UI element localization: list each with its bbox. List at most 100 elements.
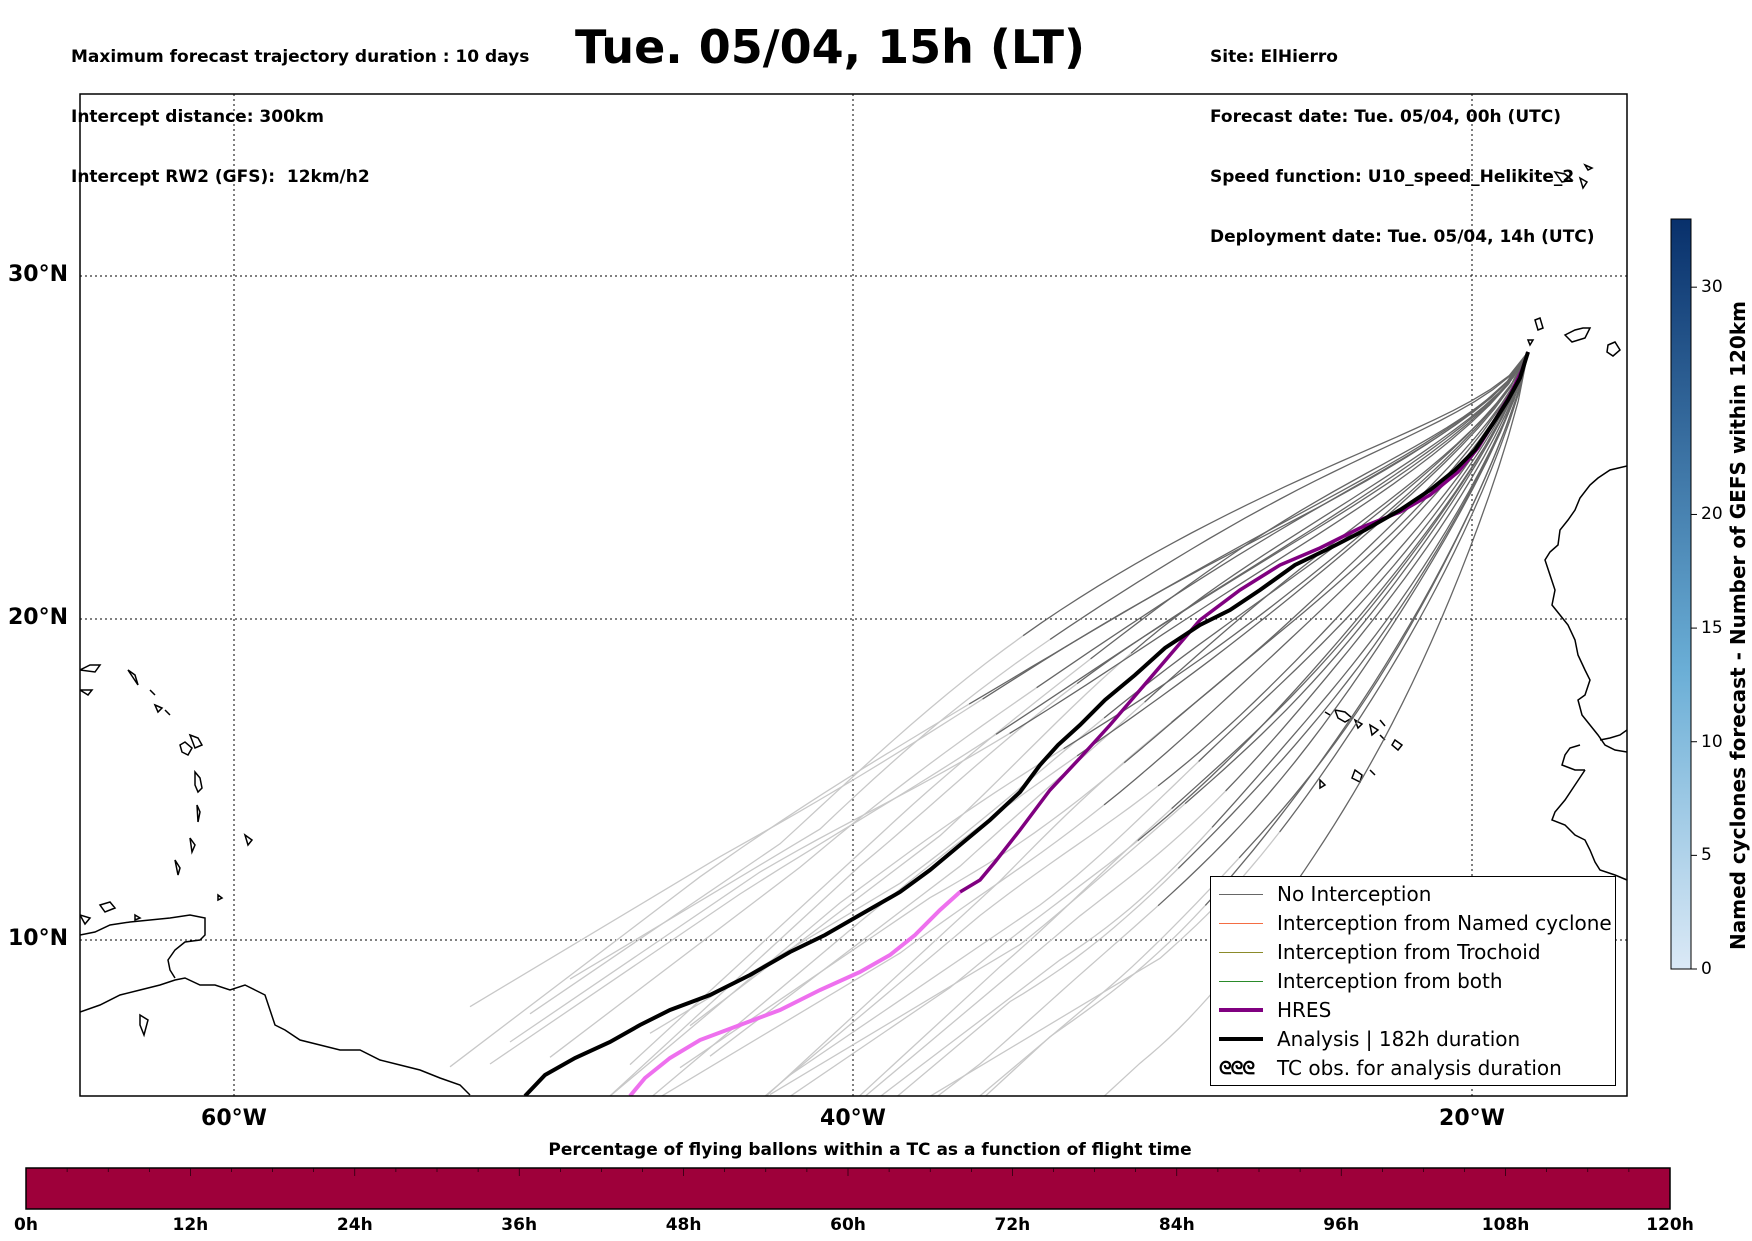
legend-swatch-hres [1219,1008,1263,1012]
colorbar-tick-label: 30 [1701,277,1723,298]
ensemble-trajectory-tail [789,840,1139,1096]
timeline-tick-label: 12h [172,1215,209,1235]
lat-label-20n: 20°N [8,605,69,630]
hres-trajectory-early [628,890,962,1096]
coast-caribbean-islands [98,733,254,922]
legend-swatch-analysis [1219,1037,1263,1041]
ensemble-trajectory [1009,351,1529,734]
coast-venezuela-north [80,914,206,979]
info-forecast-date: Forecast date: Tue. 05/04, 00h (UTC) [1210,107,1561,127]
timeline-title: Percentage of flying ballons within a TC… [548,1140,1192,1160]
map-frame [79,93,1628,1097]
ensemble-trajectory [1184,351,1529,805]
ensemble-trajectory-tail [469,698,983,1008]
ensemble-trajectory [1198,351,1529,762]
legend-label: Interception from both [1277,969,1503,993]
legend-item-analysis: Analysis | 182h duration [1219,1025,1520,1053]
ensemble-trajectory-tail [764,785,1159,1096]
info-intercept-distance: Intercept distance: 300km [71,107,324,127]
ensemble-trajectory [1171,351,1529,723]
ensemble-trajectory-tail [936,905,1159,1096]
ensemble-trajectory [1171,351,1529,810]
info-speed-function: Speed function: U10_speed_Helikite_2 [1210,167,1575,187]
ensemble-trajectory-tail [529,635,1024,1015]
legend-label: Analysis | 182h duration [1277,1027,1521,1051]
ensemble-trajectory [1103,351,1529,806]
ensemble-trajectory-tail [489,733,997,1065]
legend-item-both: Interception from both [1219,967,1503,995]
trajectories-no-interception [968,351,1529,926]
coast-lesser-antilles-top [80,664,171,1038]
ensemble-trajectory [1090,351,1529,660]
legend-item-trochoid: Interception from Trochoid [1219,938,1541,966]
ensemble-trajectory [1225,351,1529,792]
legend-swatch-both [1219,980,1263,982]
ensemble-trajectory [968,351,1529,705]
legend-swatch-named-cyclone [1219,922,1263,924]
legend-swatch-no-interception [1219,893,1263,895]
analysis-trajectory [523,351,1530,1096]
colorbar-tick-label: 10 [1701,731,1723,752]
ensemble-trajectory-tail [984,904,1206,1096]
coast-south-america [80,977,471,1096]
legend-label: TC obs. for analysis duration [1277,1056,1562,1080]
ensemble-trajectory [995,351,1529,735]
info-left: Maximum forecast trajectory duration : 1… [71,7,529,207]
legend-item-no-interception: No Interception [1219,880,1431,908]
coast-africa [1544,465,1627,753]
ensemble-trajectory-tail [609,748,1064,1096]
legend-label: Interception from Trochoid [1277,940,1541,964]
legend: No Interception Interception from Named … [1210,876,1616,1086]
colorbar-title: Named cyclones forecast - Number of GEFS… [1726,301,1750,950]
timeline-tick-label: 108h [1481,1215,1530,1235]
ensemble-trajectory [1157,351,1529,787]
legend-label: No Interception [1277,882,1432,906]
ensemble-trajectory [1238,351,1529,859]
legend-item-hres: HRES [1219,996,1331,1024]
timeline-tick-label: 120h [1646,1215,1694,1235]
colorbar-tick-label: 15 [1701,618,1723,639]
colorbar-tick-label: 20 [1701,504,1723,525]
info-right: Site: ElHierro Forecast date: Tue. 05/04… [1210,7,1595,267]
tc-symbol-icon: ᘓᘓᘓ [1219,1057,1255,1079]
legend-label: Interception from Named cyclone [1277,911,1612,935]
info-site: Site: ElHierro [1210,47,1338,67]
legend-swatch-trochoid [1219,951,1263,953]
lat-label-30n: 30°N [8,262,69,287]
timeline-tick-label: 36h [501,1215,538,1235]
coast-africa-bottom [1561,729,1627,771]
colorbar-tick-label: 5 [1701,845,1712,866]
legend-item-named-cyclone: Interception from Named cyclone [1219,909,1612,937]
coast-cape-verde [1319,708,1404,790]
timeline-tick-label: 60h [830,1215,866,1235]
timeline-tick-label: 96h [1323,1215,1360,1235]
info-deployment-date: Deployment date: Tue. 05/04, 14h (UTC) [1210,227,1595,247]
ensemble-trajectory [1177,351,1529,869]
ensemble-trajectory [1049,351,1529,640]
ensemble-trajectory [1211,351,1529,828]
ensemble-trajectory-tail [689,652,1132,1027]
ensemble-trajectory [1063,351,1529,750]
ensemble-trajectory-tail [569,638,1051,980]
ensemble-trajectory-tail [660,804,1105,1096]
info-max-duration: Maximum forecast trajectory duration : 1… [71,47,530,67]
ensemble-trajectory-tail [629,658,1091,1066]
ensemble-trajectory-tail [449,703,970,1068]
timeline-ticks [25,1168,1671,1176]
ensemble-trajectory-tail [864,790,1227,1096]
ensemble-trajectory-tail [789,761,1200,1076]
ensemble-trajectory [1076,351,1529,685]
coastlines [80,163,1627,1096]
ensemble-trajectory-tail [679,762,1125,1069]
ensemble-trajectory-tail [765,721,1173,1096]
legend-label: HRES [1277,998,1332,1022]
colorbar-ticks [1691,286,1697,970]
colorbar-tick-label: 0 [1701,959,1712,979]
ensemble-trajectory [1130,351,1529,654]
ensemble-trajectory-tail [896,867,1179,1096]
timeline-tick-label: 84h [1158,1215,1195,1235]
ensemble-trajectory-tail [649,717,1105,1034]
colorbar-gradient [1670,218,1692,970]
ensemble-trajectory-tail [549,687,1037,1058]
